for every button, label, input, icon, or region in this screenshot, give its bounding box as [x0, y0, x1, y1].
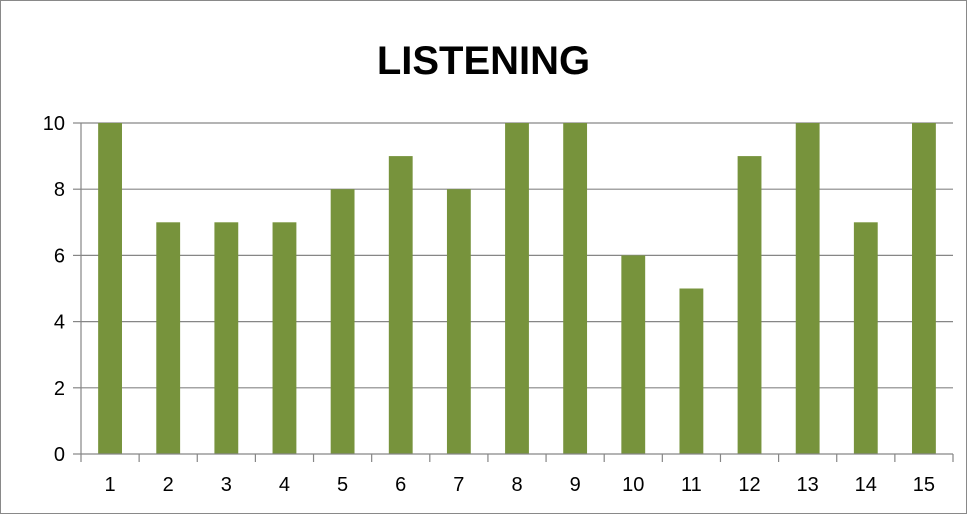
bar-3: [214, 222, 239, 454]
x-tick-label: 5: [337, 474, 348, 496]
bars: [98, 123, 936, 454]
bar-13: [795, 123, 820, 454]
y-tick-label: 2: [54, 378, 65, 400]
bar-7: [446, 189, 471, 454]
x-tick-label: 3: [221, 474, 232, 496]
x-tick-label: 8: [511, 474, 522, 496]
x-tick-label: 1: [105, 474, 116, 496]
y-tick-label: 6: [54, 245, 65, 267]
chart-title: LISTENING: [376, 39, 591, 83]
x-tick-label: 15: [913, 474, 935, 496]
bar-8: [505, 123, 529, 454]
x-tick-label: 10: [622, 474, 644, 496]
bar-12: [737, 156, 762, 454]
bar-10: [621, 255, 646, 454]
bar-6: [388, 156, 413, 454]
x-tick-label: 6: [395, 474, 406, 496]
x-tick-label: 14: [855, 474, 877, 496]
axes: [73, 122, 954, 462]
x-tick-label: 12: [738, 474, 760, 496]
x-tick-label: 2: [163, 474, 174, 496]
x-tick-label: 7: [453, 474, 464, 496]
y-tick-label: 0: [54, 444, 65, 466]
x-tick-label: 13: [797, 474, 819, 496]
bar-1: [98, 123, 122, 454]
y-tick-label: 10: [43, 113, 65, 135]
x-tick-label: 9: [570, 474, 581, 496]
y-tick-label: 8: [54, 179, 65, 201]
bar-4: [272, 222, 297, 454]
bar-5: [330, 189, 355, 454]
x-tick-label: 11: [681, 474, 702, 496]
bar-11: [679, 288, 704, 454]
bar-14: [853, 222, 878, 454]
bar-9: [563, 123, 588, 454]
bar-15: [912, 123, 936, 454]
y-tick-label: 4: [54, 312, 65, 334]
x-tick-label: 4: [279, 474, 290, 496]
bar-2: [156, 222, 181, 454]
